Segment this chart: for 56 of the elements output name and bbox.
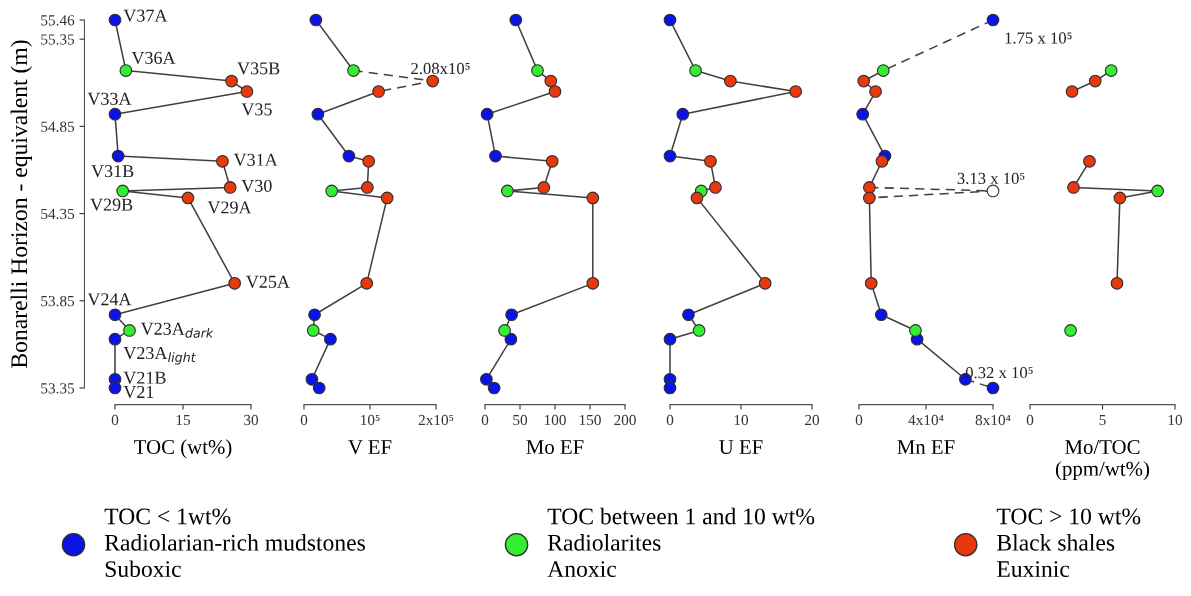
x-axis-title: Mn EF	[897, 440, 955, 454]
annotation: V31B	[91, 165, 134, 178]
annotation: V31A	[233, 153, 278, 166]
x-tick-label: 150	[579, 414, 601, 426]
x-tick-label: 5	[1099, 414, 1106, 426]
annotation: V23A$_{dark}$	[140, 322, 214, 338]
y-tick-label: 54.85	[41, 121, 75, 132]
x-tick-label: 30	[244, 414, 259, 426]
x-tick-label: 8x10⁴	[975, 414, 1011, 426]
x-tick-label: 10	[1168, 414, 1183, 426]
annotation: V35B	[237, 62, 280, 75]
annotation: V23A$_{light}$	[123, 346, 197, 365]
x-tick-label: 15	[176, 414, 191, 426]
annotation: V29B	[90, 198, 133, 211]
annotation: 0.32 x 10⁵	[965, 367, 1033, 379]
x-tick-label: 4x10⁴	[908, 414, 944, 426]
x-tick-label: 10	[734, 414, 749, 426]
x-axis-title: U EF	[719, 440, 763, 455]
y-tick-label: 54.35	[41, 208, 75, 220]
annotation: V36A	[131, 51, 176, 65]
x-tick-label: 200	[614, 414, 636, 426]
x-tick-label: 50	[513, 414, 528, 426]
x-axis-title: Mo/TOC (ppm/wt%)	[1055, 440, 1150, 481]
x-tick-label: 0	[666, 414, 674, 426]
legend-label: TOC > 10 wt% Black shales Euxinic	[996, 508, 1141, 578]
legend-label: TOC < 1wt% Radiolarian-rich mudstones Suboxic	[104, 508, 365, 578]
annotation: V25A	[245, 275, 290, 288]
annotation: 2.08x10⁵	[411, 62, 470, 75]
annotation: V35	[241, 103, 272, 116]
y-tick-label: 55.46	[41, 15, 75, 26]
x-tick-label: 0	[855, 414, 863, 426]
y-tick-label: 53.85	[41, 295, 75, 307]
y-tick-label: 55.35	[41, 34, 75, 45]
x-tick-label: 0	[111, 414, 119, 426]
annotation: V29A	[207, 201, 252, 214]
y-axis-title: Bonarelli Horizon - equivalent (m)	[10, 40, 33, 368]
annotation: V21	[123, 385, 154, 399]
annotation: V30	[241, 179, 272, 193]
annotation: V37A	[123, 9, 168, 22]
x-axis-title: V EF	[348, 440, 392, 455]
annotation: V33A	[87, 92, 132, 105]
x-tick-label: 0	[1026, 414, 1034, 426]
annotation: V24A	[87, 293, 132, 306]
annotation: 1.75 x 10⁵	[1005, 32, 1072, 44]
annotation: V21B	[123, 371, 166, 384]
x-tick-label: 0	[481, 414, 489, 426]
x-tick-label: 20	[805, 414, 820, 426]
x-tick-label: 10⁵	[361, 414, 380, 426]
annotation: 3.13 x 10⁵	[957, 172, 1025, 185]
x-tick-label: 0	[300, 414, 308, 426]
x-tick-label: 100	[544, 414, 566, 426]
legend-label: TOC between 1 and 10 wt% Radiolarites Anoxic	[547, 507, 815, 578]
x-axis-title: TOC (wt%)	[134, 439, 232, 459]
x-axis-title: Mo EF	[526, 440, 584, 455]
x-tick-label: 2x10⁵	[418, 414, 454, 426]
y-tick-label: 53.35	[41, 383, 75, 394]
